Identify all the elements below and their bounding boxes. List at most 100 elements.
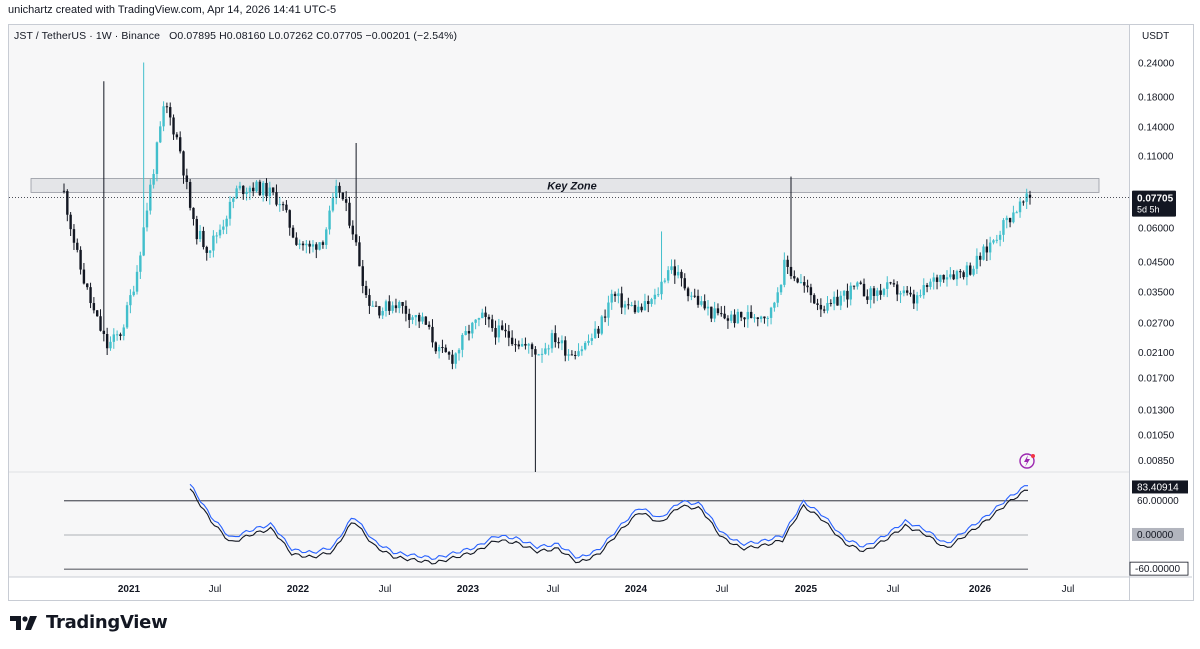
low-value: 0.07262 bbox=[274, 30, 314, 42]
candle-body bbox=[408, 313, 411, 320]
candle-body bbox=[95, 310, 99, 317]
candle-body bbox=[603, 316, 607, 318]
lightning-icon bbox=[1024, 455, 1030, 467]
open-value: 0.07895 bbox=[177, 30, 217, 42]
candle-body bbox=[228, 201, 232, 219]
candle-body bbox=[252, 187, 255, 192]
candle-body bbox=[922, 285, 925, 296]
time-tick-label: Jul bbox=[1062, 584, 1075, 595]
candle-body bbox=[305, 243, 308, 246]
candle-body bbox=[135, 271, 139, 292]
candle-body bbox=[192, 207, 195, 220]
price-tick-label: 0.03500 bbox=[1138, 287, 1175, 298]
candle-body bbox=[235, 188, 238, 199]
candle-body bbox=[457, 349, 461, 354]
candle-body bbox=[175, 134, 179, 138]
low-label: L bbox=[268, 30, 275, 42]
candle-body bbox=[982, 246, 985, 260]
candle-body bbox=[676, 271, 680, 276]
candle-body bbox=[487, 316, 491, 320]
candle-body bbox=[500, 325, 504, 330]
candle-body bbox=[564, 340, 567, 356]
candle-body bbox=[427, 324, 431, 327]
candle-body bbox=[451, 354, 454, 364]
price-tick-label: 0.24000 bbox=[1138, 59, 1175, 70]
tradingview-logo[interactable]: TradingView bbox=[10, 612, 168, 633]
candle-body bbox=[653, 294, 657, 300]
candle-body bbox=[723, 313, 726, 319]
candle-body bbox=[892, 283, 896, 285]
candle-body bbox=[776, 292, 779, 303]
candle-body bbox=[647, 301, 650, 304]
candle-body bbox=[308, 243, 311, 247]
candle-body bbox=[507, 331, 511, 338]
candle-body bbox=[597, 328, 600, 334]
candle-body bbox=[836, 296, 839, 306]
candle-body bbox=[620, 293, 623, 308]
candle-body bbox=[540, 353, 544, 355]
candle-body bbox=[600, 316, 603, 334]
candle-body bbox=[793, 276, 796, 279]
candle-body bbox=[577, 351, 580, 356]
high-value: 0.08160 bbox=[226, 30, 266, 42]
candle-body bbox=[437, 347, 441, 352]
candle-body bbox=[105, 334, 109, 349]
candle-body bbox=[969, 265, 972, 275]
candle-body bbox=[869, 288, 872, 300]
time-tick-label: Jul bbox=[716, 584, 729, 595]
candle-body bbox=[1028, 194, 1032, 198]
candle-body bbox=[959, 271, 962, 273]
candle-body bbox=[766, 317, 769, 319]
candle-body bbox=[381, 311, 384, 316]
candle-body bbox=[998, 234, 1002, 240]
price-tick-label: 0.02700 bbox=[1138, 318, 1175, 329]
candle-body bbox=[195, 219, 198, 240]
candle-body bbox=[481, 312, 484, 319]
candle-body bbox=[66, 191, 69, 215]
candle-body bbox=[527, 344, 530, 346]
candle-body bbox=[700, 301, 703, 305]
candle-body bbox=[99, 316, 102, 331]
candle-body bbox=[351, 225, 355, 235]
high-label: H bbox=[219, 30, 227, 42]
candle-body bbox=[311, 244, 315, 247]
candle-body bbox=[474, 319, 477, 323]
candle-body bbox=[846, 290, 849, 300]
plot-area[interactable] bbox=[9, 25, 1129, 577]
candle-body bbox=[537, 354, 540, 356]
candle-body bbox=[554, 333, 557, 343]
candle-body bbox=[799, 282, 803, 284]
candle-body bbox=[268, 187, 272, 197]
candle-body bbox=[670, 266, 673, 271]
candle-body bbox=[291, 227, 295, 238]
candle-body bbox=[992, 240, 995, 243]
candle-body bbox=[949, 274, 952, 278]
candle-body bbox=[657, 294, 660, 296]
candle-body bbox=[663, 280, 667, 282]
candle-body bbox=[82, 269, 86, 284]
candle-body bbox=[756, 317, 759, 319]
candle-body bbox=[806, 285, 809, 288]
symbol-name[interactable]: JST / TetherUS · 1W · Binance bbox=[14, 30, 161, 42]
candle-body bbox=[696, 295, 700, 305]
candle-body bbox=[1015, 212, 1018, 214]
candle-body bbox=[690, 295, 693, 297]
candle-body bbox=[769, 307, 773, 318]
candle-body bbox=[172, 117, 175, 135]
candle-body bbox=[650, 299, 653, 304]
price-tick-label: 0.02100 bbox=[1138, 348, 1175, 359]
candle-body bbox=[660, 281, 663, 295]
candle-body bbox=[212, 235, 215, 251]
candle-body bbox=[975, 255, 979, 269]
candle-body bbox=[155, 142, 159, 174]
candle-body bbox=[245, 191, 248, 195]
candle-body bbox=[285, 204, 288, 211]
candle-body bbox=[159, 126, 162, 143]
candle-body bbox=[152, 173, 155, 185]
candle-body bbox=[281, 204, 285, 206]
candle-body bbox=[706, 306, 710, 309]
candle-body bbox=[514, 344, 517, 346]
candle-body bbox=[952, 274, 955, 280]
candle-body bbox=[803, 282, 806, 286]
candle-body bbox=[222, 226, 225, 230]
